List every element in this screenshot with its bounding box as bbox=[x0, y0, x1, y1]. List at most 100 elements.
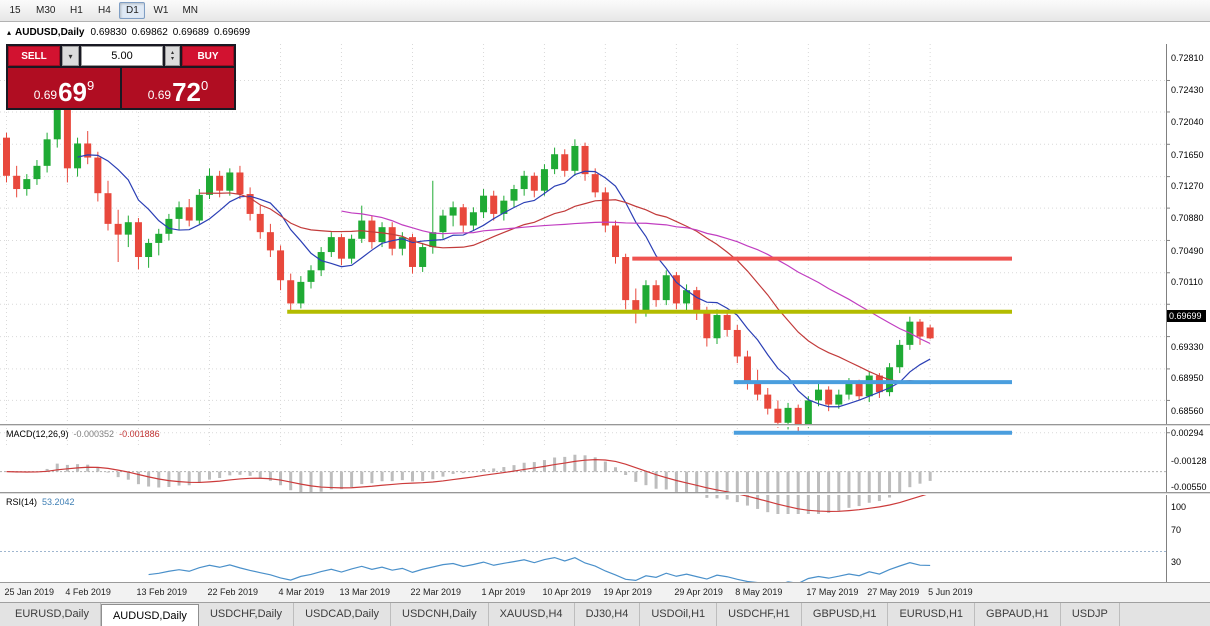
macd-label: MACD(12,26,9) bbox=[6, 429, 69, 439]
date-axis-label: 5 Jun 2019 bbox=[928, 587, 973, 597]
candle-bullish bbox=[378, 227, 386, 243]
date-axis-label: 22 Mar 2019 bbox=[410, 587, 462, 597]
price-axis-label: 0.70110 bbox=[1171, 277, 1203, 288]
period-button-m30[interactable]: M30 bbox=[36, 5, 56, 16]
candle-bullish bbox=[449, 207, 457, 216]
candle-bearish bbox=[185, 207, 193, 221]
candle-bearish bbox=[337, 237, 345, 259]
rsi-axis-label: 30 bbox=[1171, 556, 1182, 567]
rsi-value: 53.2042 bbox=[42, 497, 75, 507]
period-button-h4[interactable]: H4 bbox=[98, 5, 111, 16]
lot-size-input[interactable]: 5.00 bbox=[81, 46, 163, 66]
collapse-panel-icon[interactable]: ▴ bbox=[7, 28, 12, 37]
chart-tab-usdchf-h1[interactable]: USDCHF,H1 bbox=[717, 603, 802, 626]
lot-dropdown-button[interactable]: ▾ bbox=[62, 46, 79, 66]
chart-tab-dj30-h4[interactable]: DJ30,H4 bbox=[575, 603, 641, 626]
chart-tab-gbpaud-h1[interactable]: GBPAUD,H1 bbox=[975, 603, 1061, 626]
moving-average-slow-magenta bbox=[341, 210, 931, 345]
candle-bearish bbox=[368, 220, 376, 243]
macd-main-value: -0.000352 bbox=[73, 429, 115, 439]
candle-bullish bbox=[865, 375, 873, 397]
date-axis-label: 4 Feb 2019 bbox=[65, 587, 111, 597]
buy-price-tile[interactable]: 0.69 72 0 bbox=[122, 68, 234, 108]
price-axis-label: 0.71650 bbox=[1171, 149, 1204, 160]
chart-tab-eurusd-h1[interactable]: EURUSD,H1 bbox=[888, 603, 976, 626]
candle-bullish bbox=[419, 247, 427, 267]
date-axis-label: 1 Apr 2019 bbox=[481, 587, 526, 597]
candle-bullish bbox=[571, 145, 579, 171]
chart-tab-usdcnh-daily[interactable]: USDCNH,Daily bbox=[391, 603, 489, 626]
trade-controls-row: SELL ▾ 5.00 ▴ ▾ BUY bbox=[8, 46, 234, 66]
lot-stepper[interactable]: ▴ ▾ bbox=[165, 46, 180, 66]
chart-tab-audusd-daily[interactable]: AUDUSD,Daily bbox=[100, 604, 199, 626]
sell-price-prefix: 0.69 bbox=[33, 88, 58, 102]
panel-splitter-macd[interactable] bbox=[0, 424, 1210, 427]
spin-up-icon: ▴ bbox=[170, 50, 174, 56]
candle-bearish bbox=[855, 383, 863, 397]
period-button-d1[interactable]: D1 bbox=[119, 2, 146, 19]
candle-bullish bbox=[358, 220, 366, 239]
ohlc-high: 0.69862 bbox=[131, 27, 168, 38]
chart-tab-gbpusd-h1[interactable]: GBPUSD,H1 bbox=[802, 603, 889, 626]
sell-price-tile[interactable]: 0.69 69 9 bbox=[8, 68, 120, 108]
date-axis-label: 19 Apr 2019 bbox=[603, 587, 652, 597]
macd-signal-line bbox=[6, 459, 931, 513]
candle-bullish bbox=[845, 383, 853, 395]
date-axis-label: 27 May 2019 bbox=[867, 587, 920, 597]
candle-bearish bbox=[672, 275, 680, 304]
date-axis-label: 22 Feb 2019 bbox=[207, 587, 259, 597]
spin-down-icon: ▾ bbox=[170, 56, 174, 62]
sell-price-main: 69 bbox=[58, 77, 88, 107]
date-axis[interactable]: 25 Jan 2019 4 Feb 2019 13 Feb 2019 22 Feb 2… bbox=[0, 582, 1210, 602]
candle-bearish bbox=[743, 356, 751, 382]
candle-bearish bbox=[875, 375, 883, 393]
sell-button[interactable]: SELL bbox=[8, 46, 60, 66]
candle-bullish bbox=[23, 179, 31, 190]
period-button-h1[interactable]: H1 bbox=[70, 5, 83, 16]
chart-tab-bar: EURUSD,Daily AUDUSD,Daily USDCHF,Daily USDC… bbox=[0, 602, 1210, 626]
candle-bearish bbox=[622, 257, 630, 301]
chart-title-bar: ▴ AUDUSD,Daily 0.69830 0.69862 0.69689 0.6969… bbox=[7, 27, 255, 38]
panel-splitter-rsi[interactable] bbox=[0, 492, 1210, 495]
candle-bullish bbox=[896, 344, 904, 368]
candle-bearish bbox=[216, 175, 224, 191]
candle-bullish bbox=[551, 154, 559, 170]
date-axis-label: 4 Mar 2019 bbox=[278, 587, 325, 597]
candle-bearish bbox=[388, 227, 396, 249]
candle-bullish bbox=[74, 143, 82, 169]
chart-tab-usdcad-daily[interactable]: USDCAD,Daily bbox=[294, 603, 392, 626]
candle-bullish bbox=[348, 238, 356, 259]
candle-bullish bbox=[500, 200, 508, 214]
ohlc-open: 0.69830 bbox=[90, 27, 127, 38]
candle-bullish bbox=[835, 394, 843, 405]
current-price-tag: 0.69699 bbox=[1167, 310, 1206, 323]
date-axis-label: 13 Feb 2019 bbox=[136, 587, 187, 597]
price-axis-label: 0.72040 bbox=[1171, 117, 1204, 128]
candle-bullish bbox=[713, 315, 721, 339]
date-axis-label: 13 Mar 2019 bbox=[339, 587, 390, 597]
chevron-down-icon: ▾ bbox=[68, 51, 73, 61]
period-button-mn[interactable]: MN bbox=[182, 5, 199, 16]
chart-tab-eurusd-daily[interactable]: EURUSD,Daily bbox=[4, 603, 101, 626]
candle-bullish bbox=[642, 285, 650, 312]
period-button-15[interactable]: 15 bbox=[9, 5, 21, 16]
candle-bearish bbox=[256, 213, 264, 233]
chart-tab-usdjp[interactable]: USDJP bbox=[1061, 603, 1120, 626]
period-button-w1[interactable]: W1 bbox=[153, 5, 169, 16]
candle-bearish bbox=[733, 329, 741, 357]
candle-bullish bbox=[886, 367, 894, 393]
candle-bearish bbox=[754, 381, 762, 395]
candle-bearish bbox=[774, 408, 782, 423]
chart-tab-usdchf-daily[interactable]: USDCHF,Daily bbox=[199, 603, 295, 626]
candle-bearish bbox=[794, 407, 802, 426]
candle-bullish bbox=[469, 212, 477, 226]
ohlc-close: 0.69699 bbox=[213, 27, 251, 38]
chart-area[interactable]: ▴ AUDUSD,Daily 0.69830 0.69862 0.69689 0.6969… bbox=[0, 22, 1210, 604]
chart-tab-usdoil-h1[interactable]: USDOil,H1 bbox=[640, 603, 718, 626]
candle-bullish bbox=[206, 175, 213, 195]
candle-bullish bbox=[439, 215, 447, 233]
chart-tab-xauusd-h4[interactable]: XAUUSD,H4 bbox=[489, 603, 575, 626]
candle-bearish bbox=[530, 175, 538, 191]
buy-button[interactable]: BUY bbox=[182, 46, 234, 66]
macd-indicator-header: MACD(12,26,9) -0.000352 -0.001886 bbox=[6, 429, 160, 439]
